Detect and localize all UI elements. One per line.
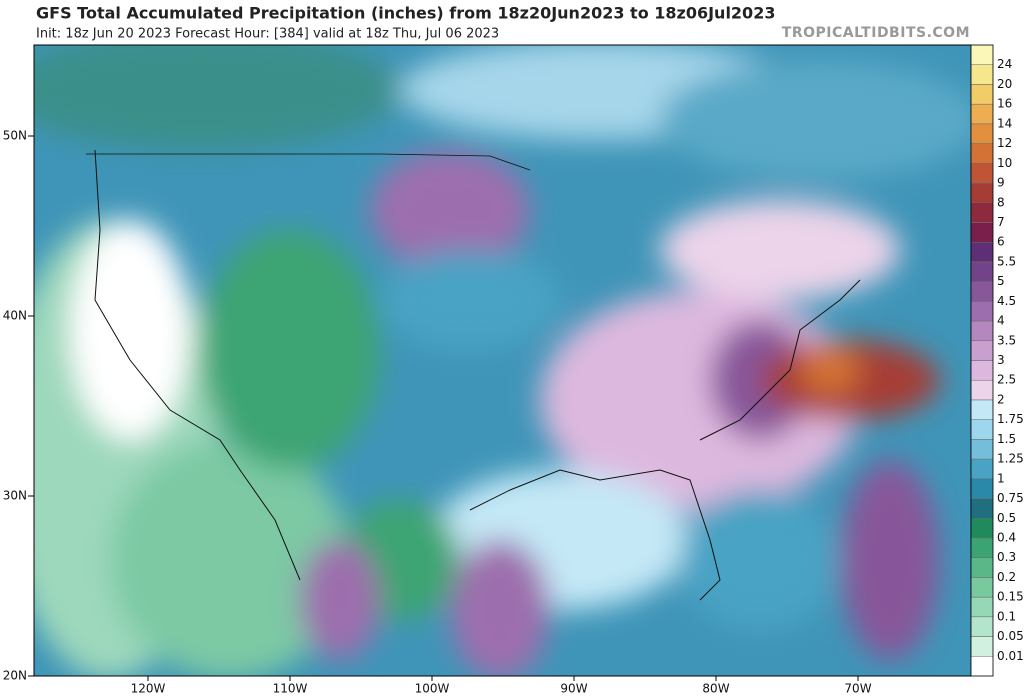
colorbar-segment	[970, 202, 994, 223]
colorbar-segment	[970, 44, 994, 65]
colorbar-segment	[970, 64, 994, 85]
colorbar-label: 20	[997, 77, 1012, 91]
colorbar-label: 0.05	[997, 629, 1024, 643]
colorbar-label: 3.5	[997, 333, 1016, 347]
colorbar-segment	[970, 281, 994, 302]
colorbar-segment	[970, 320, 994, 341]
colorbar-segment	[970, 557, 994, 578]
colorbar-label: 14	[997, 116, 1012, 130]
colorbar-segment	[970, 478, 994, 499]
colorbar-label: 5.5	[997, 254, 1016, 268]
colorbar-segment	[970, 399, 994, 420]
colorbar-frame	[970, 44, 994, 677]
colorbar-segment	[970, 636, 994, 657]
colorbar-label: 12	[997, 136, 1012, 150]
colorbar-segment	[970, 84, 994, 105]
colorbar-segment	[970, 163, 994, 184]
colorbar-label: 6	[997, 235, 1005, 249]
colorbar-label: 0.01	[997, 649, 1024, 663]
colorbar-segment	[970, 439, 994, 460]
colorbar-label: 0.15	[997, 590, 1024, 604]
colorbar-label: 5	[997, 274, 1005, 288]
colorbar-label: 0.1	[997, 609, 1016, 623]
colorbar-label: 0.75	[997, 491, 1024, 505]
colorbar-label: 24	[997, 57, 1012, 71]
colorbar-segment	[970, 261, 994, 282]
colorbar-segment	[970, 182, 994, 203]
colorbar-segment	[970, 104, 994, 125]
colorbar-segment	[970, 242, 994, 263]
colorbar-label: 1.25	[997, 452, 1024, 466]
colorbar-label: 2	[997, 392, 1005, 406]
colorbar-label: 4.5	[997, 294, 1016, 308]
colorbar-segment	[970, 616, 994, 637]
lon-label: 100W	[415, 682, 450, 696]
watermark: TROPICALTIDBITS.COM	[782, 25, 970, 41]
lat-label: 20N	[3, 669, 27, 683]
colorbar-label: 10	[997, 156, 1012, 170]
colorbar-segment	[970, 518, 994, 539]
lon-label: 80W	[702, 682, 729, 696]
colorbar-segment	[970, 498, 994, 519]
lat-label: 40N	[3, 309, 27, 323]
colorbar-label: 3	[997, 353, 1005, 367]
colorbar-segment	[970, 419, 994, 440]
colorbar-label: 1	[997, 471, 1005, 485]
colorbar-label: 0.4	[997, 530, 1016, 544]
lon-label: 70W	[844, 682, 871, 696]
colorbar-segment	[970, 360, 994, 381]
colorbar-label: 1.5	[997, 432, 1016, 446]
colorbar-segment	[970, 458, 994, 479]
lon-label: 120W	[131, 682, 166, 696]
colorbar-segment	[970, 596, 994, 617]
lat-label: 50N	[3, 129, 27, 143]
colorbar-label: 8	[997, 195, 1005, 209]
colorbar-segment	[970, 577, 994, 598]
colorbar-label: 0.5	[997, 511, 1016, 525]
lat-label: 30N	[3, 489, 27, 503]
subtitle: Init: 18z Jun 20 2023 Forecast Hour: [38…	[36, 27, 499, 42]
colorbar-segment	[970, 222, 994, 243]
colorbar-segment	[970, 656, 994, 677]
colorbar-label: 7	[997, 215, 1005, 229]
colorbar-segment	[970, 301, 994, 322]
colorbar-label: 1.75	[997, 412, 1024, 426]
colorbar-label: 0.2	[997, 570, 1016, 584]
lon-label: 90W	[560, 682, 587, 696]
precip-field	[34, 45, 971, 676]
colorbar-segment	[970, 537, 994, 558]
colorbar-label: 9	[997, 176, 1005, 190]
colorbar-label: 2.5	[997, 373, 1016, 387]
colorbar-label: 16	[997, 97, 1012, 111]
lon-label: 110W	[273, 682, 308, 696]
colorbar-segment	[970, 340, 994, 361]
colorbar-segment	[970, 143, 994, 164]
title: GFS Total Accumulated Precipitation (inc…	[36, 4, 775, 23]
colorbar-segment	[970, 123, 994, 144]
colorbar-segment	[970, 380, 994, 401]
colorbar-label: 0.3	[997, 550, 1016, 564]
colorbar-label: 4	[997, 314, 1005, 328]
